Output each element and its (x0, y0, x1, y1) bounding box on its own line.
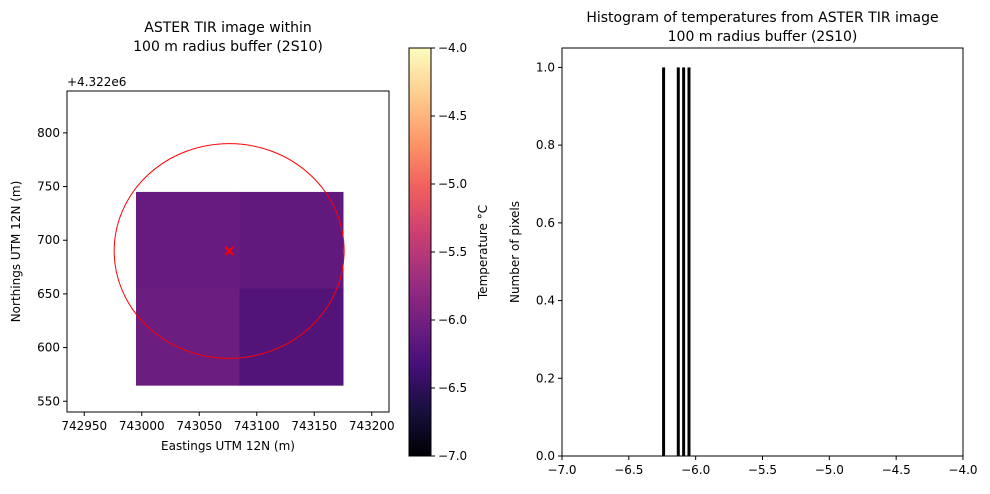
colorbar: −7.0 −6.5 −6.0 −5.5 −5.0 −4.5 −4.0 Temperature … (408, 41, 490, 463)
chart-title: 100 m radius buffer (2S10) (133, 39, 323, 55)
axes-frame (66, 90, 390, 413)
histogram-bar (687, 67, 691, 456)
y-tick-label: 650 (37, 287, 60, 301)
y-tick-label: 550 (37, 394, 60, 408)
y-tick-label: 600 (37, 341, 60, 355)
image-panel: 742950 743000 743050 743100 743150 743200 550 6… (9, 20, 395, 453)
colorbar-tick-label: −5.0 (438, 177, 467, 191)
y-tick-label: 800 (37, 126, 60, 140)
x-tick-label: 742950 (61, 419, 107, 433)
histogram-panel: −7.0 −6.5 −6.0 −5.5 −5.0 −4.5 −4.0 0.0 0.2 0.4 0.6… (508, 10, 978, 477)
image-pixel (136, 288, 240, 386)
y-axis-label: Number of pixels (508, 201, 522, 303)
chart-title: Histogram of temperatures from ASTER TIR… (586, 10, 938, 26)
chart-title: 100 m radius buffer (2S10) (668, 29, 858, 45)
y-tick-label: 0.6 (536, 216, 555, 230)
buffer-circle (113, 143, 345, 359)
y-tick-label: 0.8 (536, 138, 555, 152)
chart-title: ASTER TIR image within (144, 20, 311, 36)
axes-frame (561, 47, 964, 457)
x-tick-label: −4.5 (882, 463, 911, 477)
x-tick-label: −7.0 (547, 463, 576, 477)
y-tick-label: 700 (37, 233, 60, 247)
site-marker (224, 246, 234, 256)
y-offset-label: +4.322e6 (67, 75, 126, 89)
x-tick-label: −6.5 (614, 463, 643, 477)
histogram-bar (682, 67, 686, 456)
colorbar-tick-label: −4.0 (438, 41, 467, 55)
colorbar-tick-label: −7.0 (438, 449, 467, 463)
colorbar-tick-label: −6.5 (438, 381, 467, 395)
y-tick-label: 1.0 (536, 60, 555, 74)
x-tick-label: −5.5 (748, 463, 777, 477)
image-cells (113, 143, 345, 386)
image-pixel (239, 288, 344, 386)
colorbar-tick-label: −5.5 (438, 245, 467, 259)
colorbar-tick-label: −6.0 (438, 313, 467, 327)
colorbar-label: Temperature °C (476, 205, 490, 300)
image-pixel (239, 191, 344, 290)
colorbar-gradient (408, 47, 432, 457)
x-tick-label: 743000 (119, 419, 165, 433)
y-axis-label: Northings UTM 12N (m) (9, 181, 23, 323)
image-pixel (136, 191, 240, 290)
y-tick-label: 0.0 (536, 449, 555, 463)
x-tick-label: 743150 (291, 419, 337, 433)
y-tick-label: 750 (37, 180, 60, 194)
x-tick-label: 743100 (234, 419, 280, 433)
x-tick-label: 743200 (349, 419, 395, 433)
y-tick-label: 0.4 (536, 294, 555, 308)
colorbar-tick-label: −4.5 (438, 109, 467, 123)
x-tick-label: −5.0 (815, 463, 844, 477)
x-tick-label: −6.0 (681, 463, 710, 477)
x-axis-label: Eastings UTM 12N (m) (161, 439, 295, 453)
y-tick-label: 0.2 (536, 371, 555, 385)
histogram-bar (676, 67, 680, 456)
x-tick-label: 743050 (176, 419, 222, 433)
histogram-bar (662, 67, 666, 456)
x-tick-label: −4.0 (948, 463, 977, 477)
